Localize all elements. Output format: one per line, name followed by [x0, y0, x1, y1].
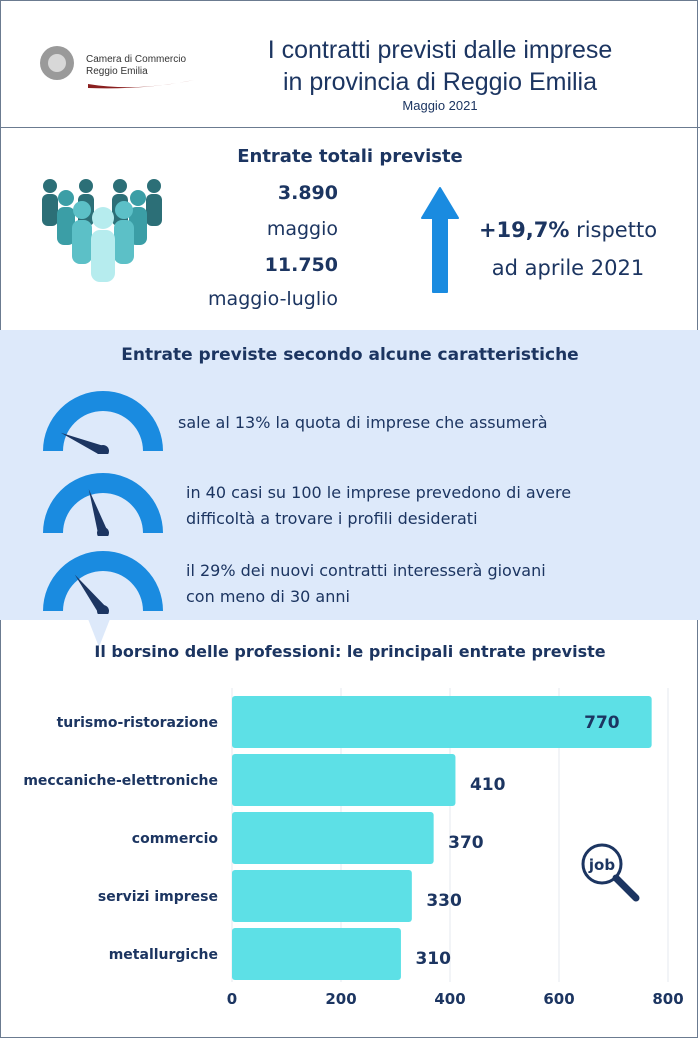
- arrow-up-icon: [421, 187, 459, 293]
- bar: [232, 812, 434, 864]
- bar: [232, 870, 412, 922]
- gauge-hub: [97, 527, 109, 536]
- characteristic-2-line2: difficoltà a trovare i profili desiderat…: [186, 509, 478, 528]
- gauge-icon: [43, 391, 163, 454]
- value-period: 11.750: [264, 254, 338, 276]
- gauge-needle: [88, 489, 108, 535]
- value-month: 3.890: [277, 182, 338, 204]
- gauge-hub: [97, 445, 109, 454]
- category-label: metallurgiche: [109, 947, 218, 963]
- gauge-arc: [43, 551, 163, 611]
- gauge-needle: [60, 432, 105, 454]
- bar: [232, 754, 456, 806]
- category-label: commercio: [132, 831, 219, 847]
- svg-text:job: job: [588, 856, 615, 874]
- header: Camera di Commercio Reggio Emilia I cont…: [0, 0, 700, 128]
- gauge-needle: [74, 574, 107, 614]
- change-line2: ad aprile 2021: [491, 256, 645, 280]
- callout-pointer: [88, 619, 110, 647]
- characteristic-2-line1: in 40 casi su 100 le imprese prevedono d…: [186, 483, 572, 502]
- gauge-hub: [97, 605, 109, 614]
- chart-title: Il borsino delle professioni: le princip…: [94, 642, 606, 661]
- change-percent: +19,7%: [478, 218, 570, 242]
- page-title-line1: I contratti previsti dalle imprese: [267, 36, 613, 64]
- characteristic-3-line2: con meno di 30 anni: [186, 587, 350, 606]
- label-period: maggio-luglio: [208, 288, 338, 310]
- x-tick-label: 800: [652, 990, 683, 1008]
- characteristic-1-text: sale al 13% la quota di imprese che assu…: [178, 413, 548, 432]
- chamber-logo: Camera di Commercio Reggio Emilia: [40, 44, 200, 90]
- label-month: maggio: [266, 218, 338, 240]
- gauge-arc: [43, 473, 163, 533]
- value-label: 330: [426, 891, 462, 911]
- bar: [232, 928, 401, 980]
- job-search-icon: job: [581, 843, 640, 902]
- category-label: turismo-ristorazione: [57, 715, 218, 731]
- gauge-icon: [43, 473, 163, 536]
- x-tick-label: 600: [543, 990, 574, 1008]
- value-label: 770: [584, 713, 620, 733]
- change-line1: +19,7% rispetto: [458, 218, 678, 242]
- bar: [232, 696, 652, 748]
- seal-icon: [40, 46, 74, 80]
- characteristic-2-text: in 40 casi su 100 le imprese prevedono d…: [186, 480, 571, 532]
- page-title-line2: in provincia di Reggio Emilia: [282, 68, 598, 96]
- x-tick-label: 0: [227, 990, 237, 1008]
- characteristic-3-line1: il 29% dei nuovi contratti interesserà g…: [186, 561, 546, 580]
- value-label: 370: [448, 833, 484, 853]
- category-label: servizi imprese: [98, 889, 218, 905]
- page-subtitle: Maggio 2021: [402, 98, 478, 113]
- totals-title: Entrate totali previste: [237, 146, 463, 167]
- professions-bar-chart: 0 200 400 600 800 turismo-ristorazione 770 mecc…: [23, 688, 684, 1008]
- value-label: 410: [470, 775, 506, 795]
- x-tick-label: 400: [434, 990, 465, 1008]
- x-tick-label: 200: [325, 990, 356, 1008]
- logo-line1: Camera di Commercio: [86, 54, 187, 65]
- logo-line2: Reggio Emilia: [86, 66, 148, 77]
- value-label: 310: [415, 949, 451, 969]
- change-rest: rispetto: [569, 218, 658, 242]
- logo-swoosh-icon: [88, 80, 194, 89]
- people-group-icon: [42, 179, 162, 282]
- characteristic-3-text: il 29% dei nuovi contratti interesserà g…: [186, 558, 546, 610]
- gauge-arc: [43, 391, 163, 451]
- characteristics-title: Entrate previste secondo alcune caratter…: [121, 345, 579, 365]
- gauge-icon: [43, 551, 163, 614]
- category-label: meccaniche-elettroniche: [23, 773, 218, 789]
